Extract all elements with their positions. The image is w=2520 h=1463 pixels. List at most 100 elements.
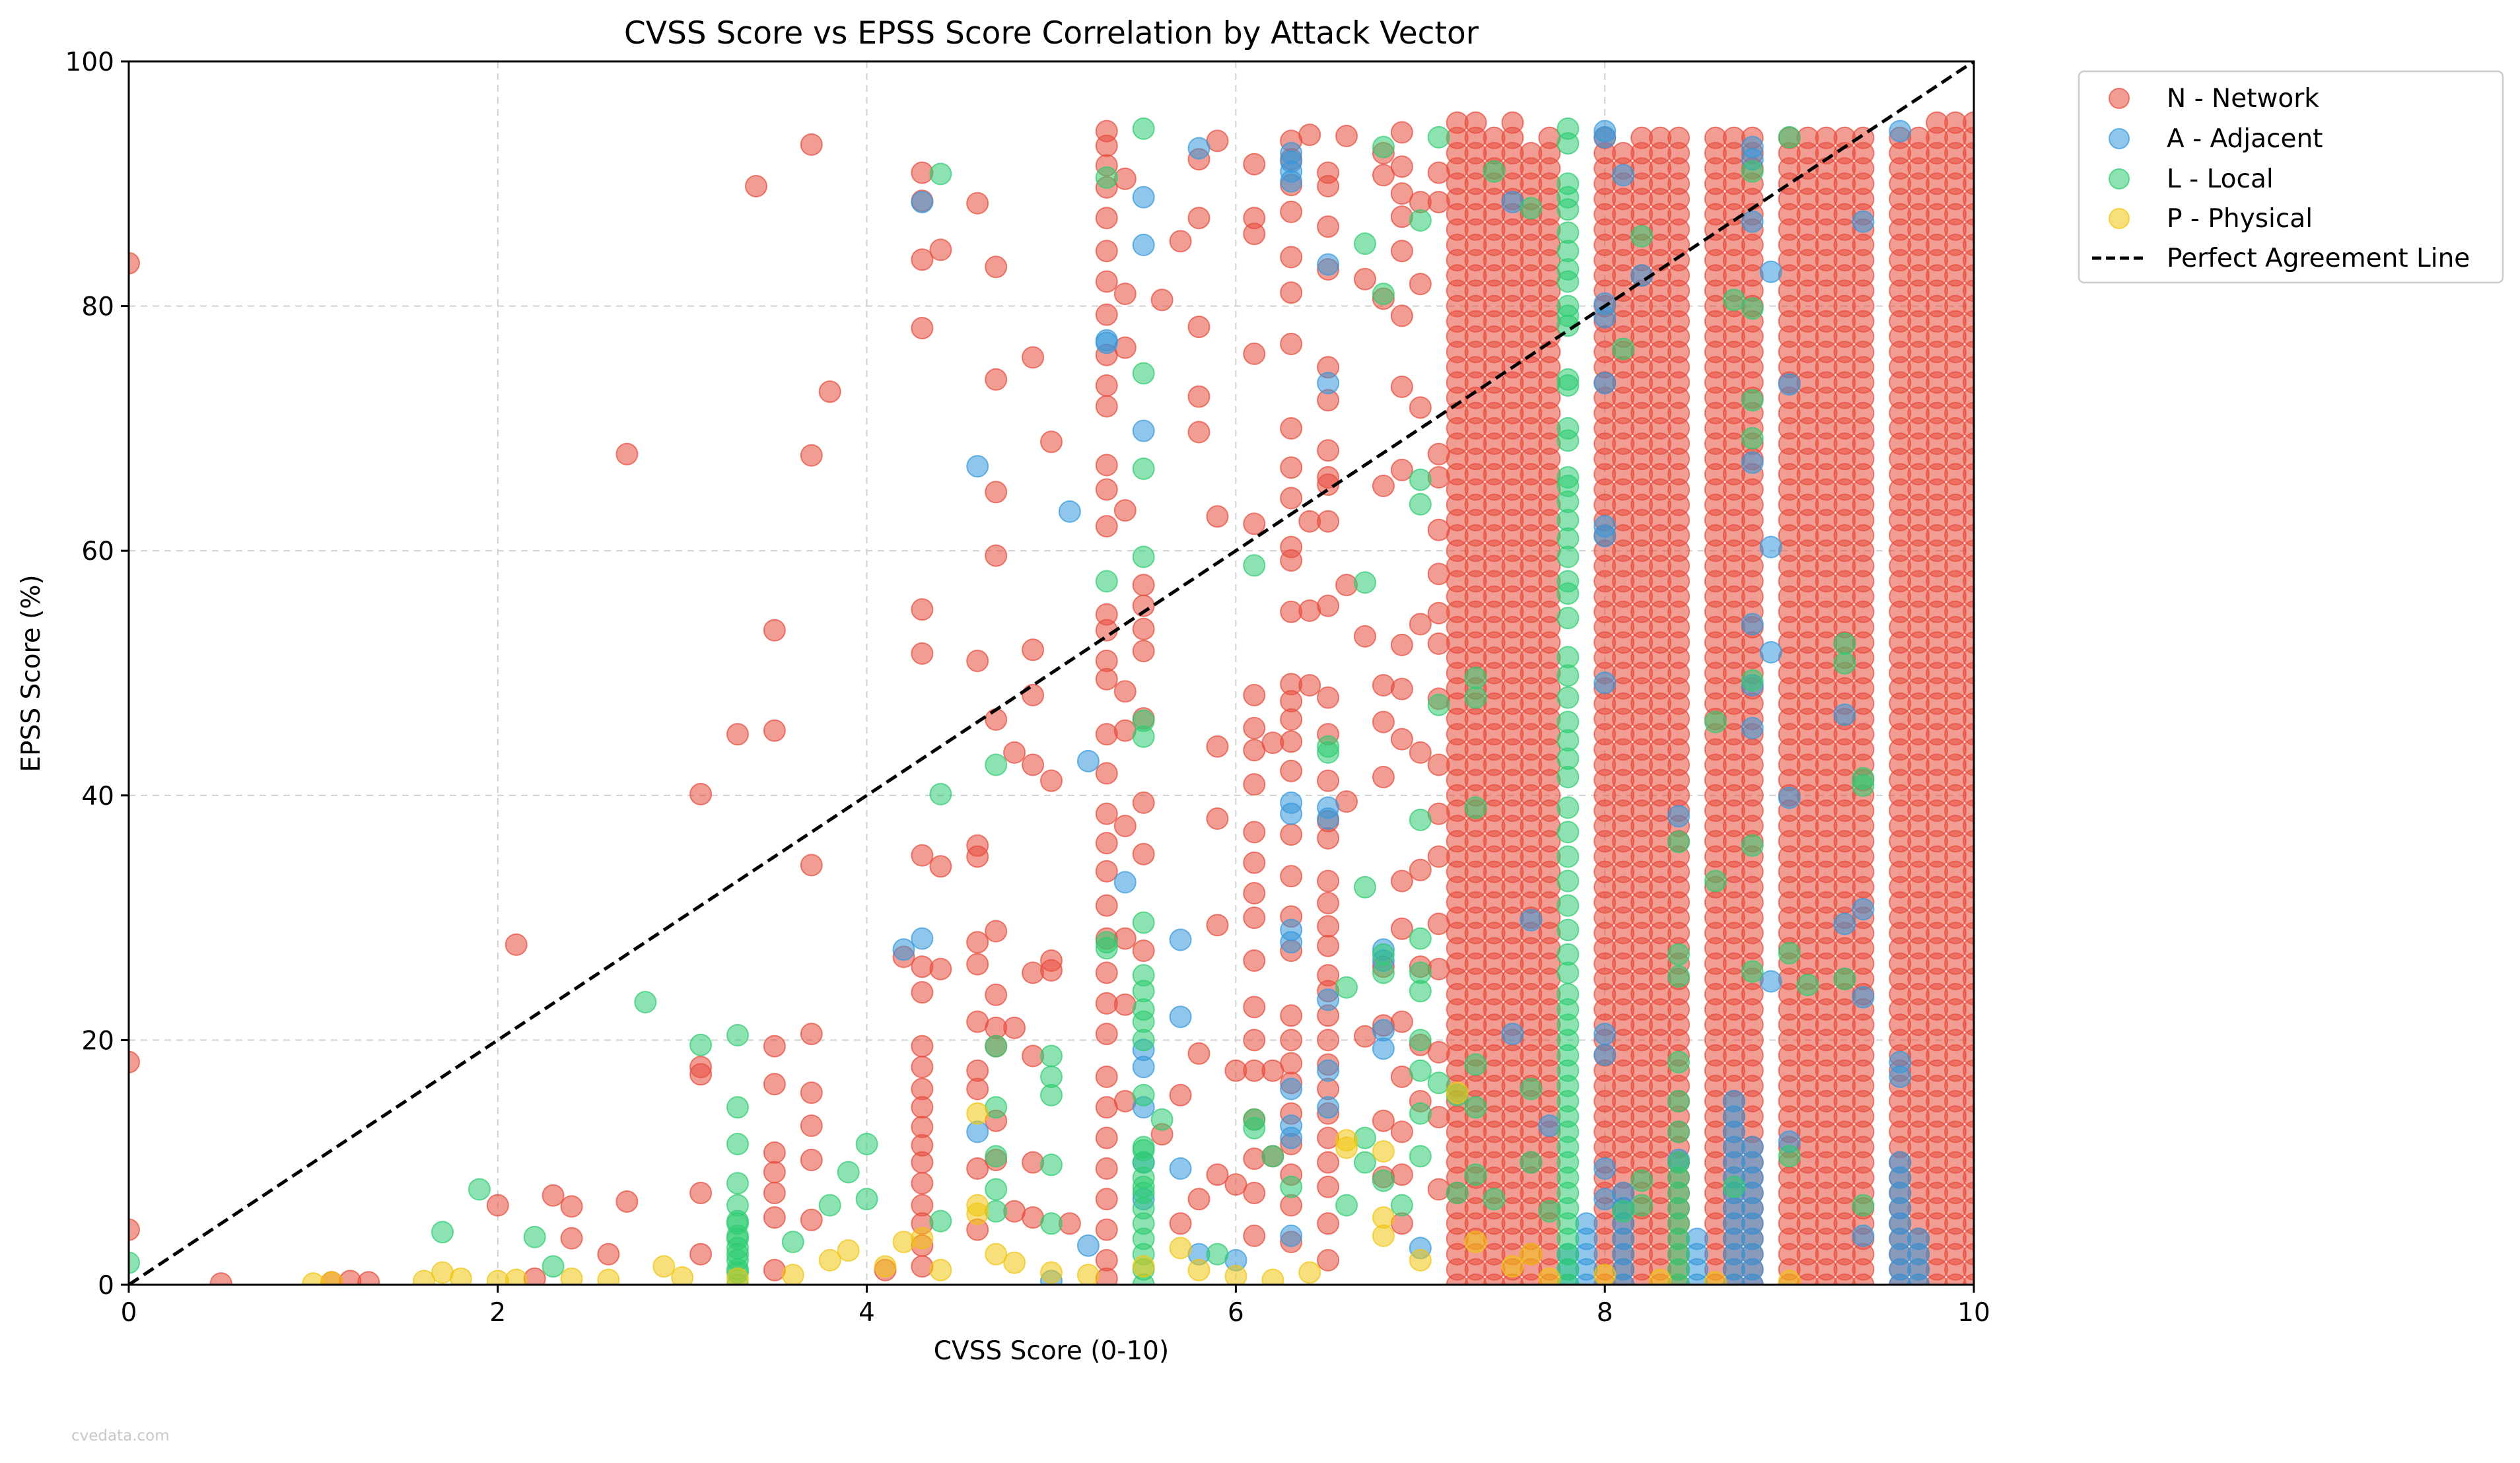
point-network (911, 1172, 934, 1195)
point-local (1778, 941, 1801, 965)
point-network (966, 1077, 989, 1101)
point-local (929, 782, 952, 805)
point-network (800, 1081, 823, 1105)
point-network (1317, 1212, 1340, 1235)
point-network (1372, 475, 1395, 497)
chart-title: CVSS Score vs EPSS Score Correlation by … (624, 15, 1479, 51)
point-local (1557, 545, 1580, 568)
point-local (1354, 232, 1376, 255)
point-adjacent (1280, 170, 1303, 193)
point-local (929, 162, 952, 186)
point-adjacent (1317, 988, 1340, 1011)
point-network (1169, 1083, 1192, 1106)
point-network (1187, 1188, 1210, 1211)
point-local (689, 1033, 713, 1056)
point-network (542, 1184, 565, 1207)
point-local (1557, 374, 1580, 397)
point-local (1040, 1153, 1063, 1176)
point-local (1335, 976, 1358, 999)
point-network (1132, 842, 1155, 866)
point-local (726, 1096, 749, 1119)
point-network (1095, 240, 1118, 263)
point-local (1464, 1163, 1487, 1186)
point-adjacent (1280, 1224, 1303, 1247)
point-local (726, 1172, 749, 1195)
point-local (855, 1132, 878, 1155)
point-local (818, 1194, 841, 1217)
point-network (1243, 342, 1266, 365)
y-tick-label: 40 (81, 782, 114, 811)
point-network (929, 238, 952, 261)
point-network (1427, 161, 1450, 184)
point-network (1022, 683, 1045, 706)
point-network (1243, 949, 1266, 972)
point-network (1409, 396, 1432, 419)
point-network (763, 1206, 786, 1229)
point-local (1741, 389, 1764, 412)
point-network (985, 368, 1008, 391)
point-physical (818, 1248, 841, 1272)
point-local (1132, 458, 1155, 480)
point-local (1446, 1182, 1469, 1204)
point-physical (1261, 1268, 1284, 1285)
point-network (726, 723, 749, 746)
point-adjacent (1889, 1066, 1912, 1088)
point-local (1464, 666, 1487, 689)
point-network (1317, 175, 1340, 197)
point-local (1667, 1151, 1690, 1174)
point-network (1317, 1175, 1340, 1198)
point-local (1667, 943, 1690, 966)
point-network (1132, 617, 1155, 640)
point-local (985, 1145, 1008, 1168)
point-network (1317, 594, 1340, 617)
point-local (1741, 160, 1764, 183)
point-network (1372, 164, 1395, 187)
point-network (1206, 735, 1229, 758)
point-network (1022, 753, 1045, 776)
point-network (1022, 638, 1045, 662)
point-local (1557, 845, 1580, 868)
point-network (1022, 961, 1045, 984)
point-physical (1649, 1268, 1671, 1285)
point-local (1335, 1194, 1358, 1217)
point-network (1372, 674, 1395, 697)
point-local (1206, 1242, 1229, 1266)
point-network (1243, 1182, 1266, 1204)
point-local (1852, 774, 1875, 797)
point-adjacent (1593, 1188, 1617, 1211)
point-network (800, 1208, 823, 1231)
point-network (1243, 1147, 1266, 1171)
point-network (800, 133, 823, 156)
point-local (1557, 314, 1580, 337)
point-network (1095, 1157, 1118, 1180)
point-adjacent (1076, 749, 1100, 772)
legend-label-physical: P - Physical (2167, 204, 2313, 234)
point-network (1427, 1178, 1450, 1201)
y-tick-label: 60 (81, 537, 114, 566)
point-physical (1446, 1081, 1469, 1105)
point-adjacent (1317, 253, 1340, 276)
point-network (1243, 882, 1266, 904)
point-network (689, 1063, 713, 1086)
point-physical (929, 1258, 952, 1281)
point-adjacent (911, 927, 934, 950)
legend-marker-local (2109, 168, 2130, 189)
point-network (1113, 993, 1137, 1016)
legend-marker-network (2109, 88, 2130, 109)
point-network (1427, 957, 1450, 980)
point-network (1280, 200, 1303, 223)
point-network (1095, 303, 1118, 326)
point-network (1243, 512, 1266, 535)
point-physical (1593, 1264, 1617, 1285)
point-network (1132, 791, 1155, 814)
point-local (1040, 1083, 1063, 1106)
point-network (763, 1182, 786, 1204)
point-network (911, 317, 934, 339)
x-tick-label: 4 (858, 1298, 875, 1328)
point-physical (1169, 1237, 1192, 1260)
point-local (1520, 1151, 1543, 1174)
point-adjacent (1317, 1096, 1340, 1119)
point-physical (1778, 1270, 1801, 1285)
point-adjacent (1759, 260, 1782, 283)
